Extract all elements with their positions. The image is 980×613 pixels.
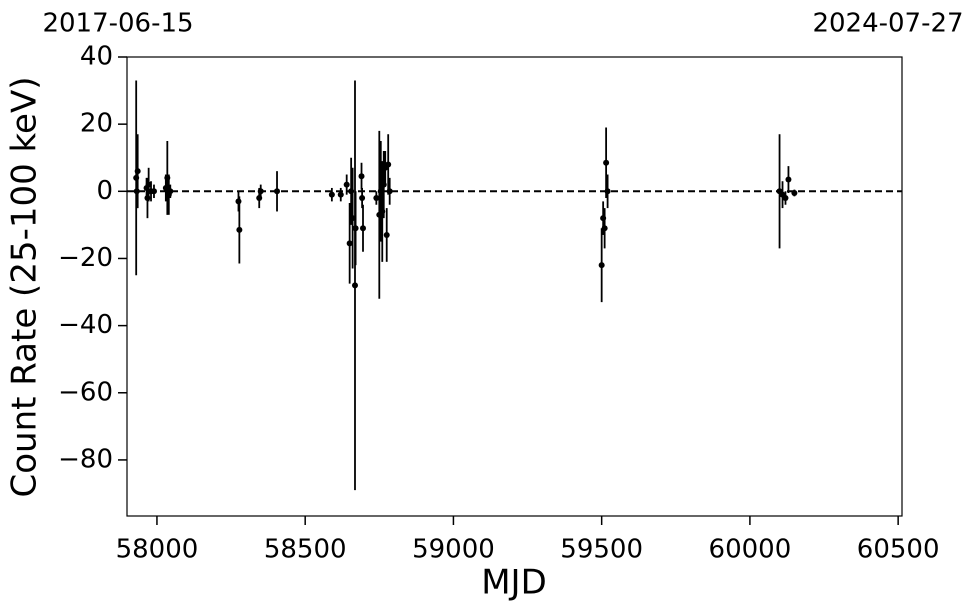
x-tick-label: 58000 — [116, 535, 199, 565]
y-tick-label: −60 — [58, 377, 113, 407]
top-left-label: 2017-06-15 — [42, 9, 193, 39]
x-tick-label: 60000 — [709, 535, 792, 565]
data-point — [257, 188, 264, 195]
data-point — [601, 225, 608, 232]
data-point — [133, 188, 140, 195]
data-point — [346, 240, 353, 247]
data-point — [785, 176, 792, 183]
y-tick-label: 40 — [80, 42, 113, 72]
y-axis-label: Count Rate (25-100 keV) — [5, 77, 45, 498]
data-point — [351, 282, 358, 289]
data-point — [352, 225, 359, 232]
data-point — [603, 159, 610, 166]
plot-frame — [126, 56, 903, 517]
data-point — [337, 191, 344, 198]
x-tick-label: 58500 — [264, 535, 347, 565]
data-point — [134, 168, 141, 175]
y-tick-label: 20 — [80, 109, 113, 139]
y-tick-label: −20 — [58, 243, 113, 273]
top-right-label: 2024-07-27 — [812, 9, 963, 39]
data-point — [604, 188, 611, 195]
y-tick-label: −40 — [58, 310, 113, 340]
data-point — [383, 231, 390, 238]
data-point — [274, 188, 281, 195]
x-tick-label: 60500 — [857, 535, 940, 565]
data-point — [359, 225, 366, 232]
y-tick-label: 0 — [96, 176, 113, 206]
data-point — [150, 188, 157, 195]
data-point — [385, 161, 392, 168]
data-point — [358, 173, 365, 180]
data-point — [167, 188, 174, 195]
x-axis-label: MJD — [481, 563, 547, 603]
data-point — [598, 262, 605, 269]
data-point — [359, 195, 366, 202]
data-point — [791, 189, 798, 196]
x-tick-label: 59500 — [560, 535, 643, 565]
data-point — [386, 188, 393, 195]
data-point — [236, 226, 243, 233]
data-point — [144, 195, 151, 202]
data-point — [373, 195, 380, 202]
x-tick-label: 59000 — [412, 535, 495, 565]
data-point — [343, 181, 350, 188]
data-point — [328, 191, 335, 198]
data-point — [782, 195, 789, 202]
y-tick-label: −80 — [58, 444, 113, 474]
